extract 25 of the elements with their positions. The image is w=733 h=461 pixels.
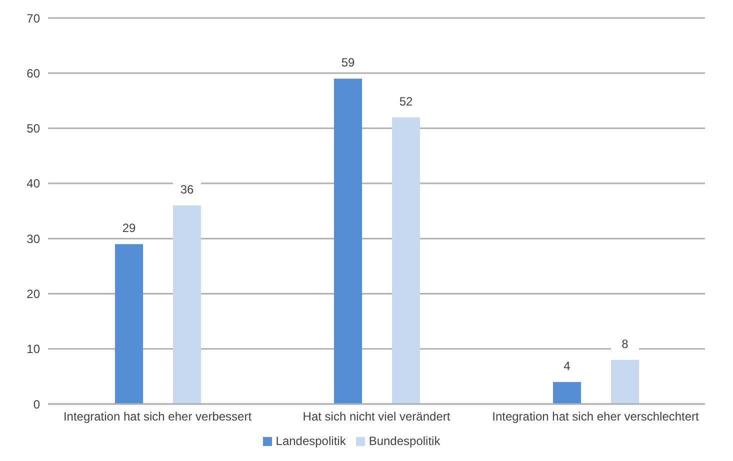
x-tick-label: Integration hat sich eher verschlechtert [492, 410, 700, 424]
y-tick-label: 70 [26, 11, 40, 26]
x-tick-label: Integration hat sich eher verbessert [63, 410, 252, 424]
y-tick-label: 50 [26, 122, 40, 136]
y-tick-label: 10 [26, 342, 40, 356]
data-label: 59 [341, 56, 355, 70]
bar [611, 360, 639, 404]
x-tick-label: Hat sich nicht viel verändert [302, 410, 451, 424]
bar [334, 78, 362, 404]
y-tick-label: 60 [26, 66, 40, 80]
y-tick-label: 0 [33, 397, 40, 412]
y-tick-label: 40 [26, 176, 40, 191]
data-label: 8 [622, 336, 629, 351]
bar [392, 117, 420, 404]
y-tick-label: 30 [26, 232, 40, 246]
y-tick-label: 20 [26, 286, 40, 301]
data-label: 52 [399, 94, 413, 108]
legend-label: Landespolitik [276, 434, 346, 448]
bar [553, 382, 581, 404]
bar [115, 244, 143, 404]
data-label: 4 [564, 358, 571, 373]
data-label: 29 [122, 221, 136, 236]
legend-label: Bundespolitik [368, 434, 440, 448]
bar [173, 205, 201, 404]
data-label: 36 [180, 182, 194, 196]
